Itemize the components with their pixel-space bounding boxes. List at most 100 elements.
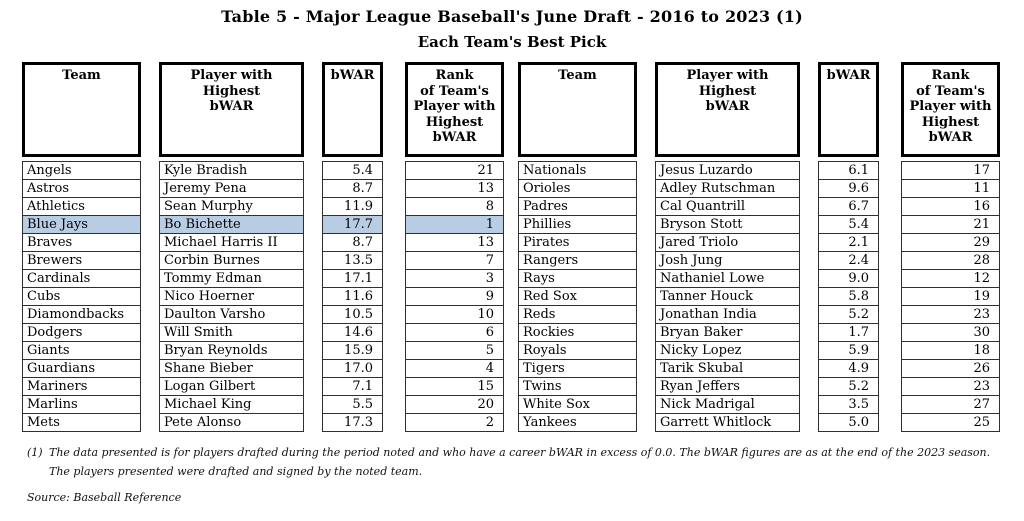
bwar-cell: 9.6: [818, 179, 879, 198]
player-cell: Cal Quantrill: [655, 197, 800, 216]
bwar-cell: 3.5: [818, 395, 879, 414]
player-cell: Jonathan India: [655, 305, 800, 324]
rank-cell: 25: [901, 413, 1000, 432]
rank-cell: 26: [901, 359, 1000, 378]
team-cell: Dodgers: [22, 323, 141, 342]
team-cell: Red Sox: [518, 287, 637, 306]
bwar-cell: 8.7: [322, 233, 383, 252]
column-header-player: Player with Highest bWAR: [655, 62, 800, 157]
rank-cell: 1: [405, 215, 504, 234]
rank-cell: 23: [901, 377, 1000, 396]
bwar-cell: 9.0: [818, 269, 879, 288]
rank-cell: 4: [405, 359, 504, 378]
team-cell: Giants: [22, 341, 141, 360]
column-team: Team Angels Astros Athletics Blue Jays Braves…: [22, 62, 141, 432]
rank-cell: 13: [405, 233, 504, 252]
column-rank: Rank of Team's Player with Highest bWAR 1…: [901, 62, 1000, 432]
column-header-team: Team: [518, 62, 637, 157]
rank-cell: 23: [901, 305, 1000, 324]
team-cell: Rays: [518, 269, 637, 288]
player-cell: Bryson Stott: [655, 215, 800, 234]
team-cell: Mariners: [22, 377, 141, 396]
bwar-cell: 5.8: [818, 287, 879, 306]
team-cell: Cubs: [22, 287, 141, 306]
bwar-cell: 1.7: [818, 323, 879, 342]
rank-cell: 21: [901, 215, 1000, 234]
column-rank: Rank of Team's Player with Highest bWAR 2…: [405, 62, 504, 432]
player-cell: Nathaniel Lowe: [655, 269, 800, 288]
rank-cell: 15: [405, 377, 504, 396]
player-cell: Ryan Jeffers: [655, 377, 800, 396]
team-cell: Cardinals: [22, 269, 141, 288]
rank-cell: 9: [405, 287, 504, 306]
bwar-cell: 2.1: [818, 233, 879, 252]
bwar-cell: 5.2: [818, 377, 879, 396]
bwar-cell: 11.9: [322, 197, 383, 216]
player-cell: Pete Alonso: [159, 413, 304, 432]
team-cell: Padres: [518, 197, 637, 216]
bwar-cell: 17.0: [322, 359, 383, 378]
rank-cell: 7: [405, 251, 504, 270]
column-header-bwar: bWAR: [322, 62, 383, 157]
footnote-marker: (1): [27, 446, 43, 459]
bwar-cell: 17.1: [322, 269, 383, 288]
player-cell: Jesus Luzardo: [655, 161, 800, 180]
player-cell: Nick Madrigal: [655, 395, 800, 414]
bwar-cell: 6.7: [818, 197, 879, 216]
team-cell: Marlins: [22, 395, 141, 414]
player-cell: Corbin Burnes: [159, 251, 304, 270]
player-cell: Garrett Whitlock: [655, 413, 800, 432]
column-header-player: Player with Highest bWAR: [159, 62, 304, 157]
rank-cell: 12: [901, 269, 1000, 288]
bwar-cell: 5.4: [818, 215, 879, 234]
team-cell: Yankees: [518, 413, 637, 432]
player-cell: Tommy Edman: [159, 269, 304, 288]
player-cell: Nicky Lopez: [655, 341, 800, 360]
rank-cell: 2: [405, 413, 504, 432]
rank-cell: 30: [901, 323, 1000, 342]
column-header-rank: Rank of Team's Player with Highest bWAR: [405, 62, 504, 157]
player-cell: Tanner Houck: [655, 287, 800, 306]
bwar-cell: 5.0: [818, 413, 879, 432]
footnote-line-1: (1) The data presented is for players dr…: [27, 446, 1007, 459]
rank-cell: 29: [901, 233, 1000, 252]
column-bwar: bWAR 5.4 8.7 11.9 17.7 8.7 13.5 17.1 11.6 10.5 14.…: [322, 62, 383, 432]
team-cell: Athletics: [22, 197, 141, 216]
rank-cell: 3: [405, 269, 504, 288]
bwar-cell: 14.6: [322, 323, 383, 342]
bwar-cell: 4.9: [818, 359, 879, 378]
rank-cell: 13: [405, 179, 504, 198]
player-cell: Jeremy Pena: [159, 179, 304, 198]
player-cell: Daulton Varsho: [159, 305, 304, 324]
rank-cell: 16: [901, 197, 1000, 216]
player-cell: Michael King: [159, 395, 304, 414]
team-cell: Angels: [22, 161, 141, 180]
bwar-cell: 17.3: [322, 413, 383, 432]
rank-cell: 8: [405, 197, 504, 216]
bwar-cell: 10.5: [322, 305, 383, 324]
player-cell: Nico Hoerner: [159, 287, 304, 306]
rank-cell: 28: [901, 251, 1000, 270]
bwar-cell: 15.9: [322, 341, 383, 360]
bwar-cell: 5.4: [322, 161, 383, 180]
team-cell: Brewers: [22, 251, 141, 270]
player-cell: Tarik Skubal: [655, 359, 800, 378]
team-cell: Braves: [22, 233, 141, 252]
player-cell: Michael Harris II: [159, 233, 304, 252]
team-cell: Pirates: [518, 233, 637, 252]
player-cell: Bryan Reynolds: [159, 341, 304, 360]
rank-cell: 10: [405, 305, 504, 324]
table-title: Table 5 - Major League Baseball's June D…: [221, 7, 803, 26]
bwar-cell: 17.7: [322, 215, 383, 234]
bwar-cell: 2.4: [818, 251, 879, 270]
bwar-cell: 6.1: [818, 161, 879, 180]
team-cell: Guardians: [22, 359, 141, 378]
team-cell: Reds: [518, 305, 637, 324]
table-group-left: Team Angels Astros Athletics Blue Jays Braves…: [22, 62, 504, 432]
bwar-cell: 7.1: [322, 377, 383, 396]
column-player: Player with Highest bWAR Kyle Bradish Jere…: [159, 62, 304, 432]
bwar-cell: 8.7: [322, 179, 383, 198]
rank-cell: 17: [901, 161, 1000, 180]
rank-cell: 19: [901, 287, 1000, 306]
